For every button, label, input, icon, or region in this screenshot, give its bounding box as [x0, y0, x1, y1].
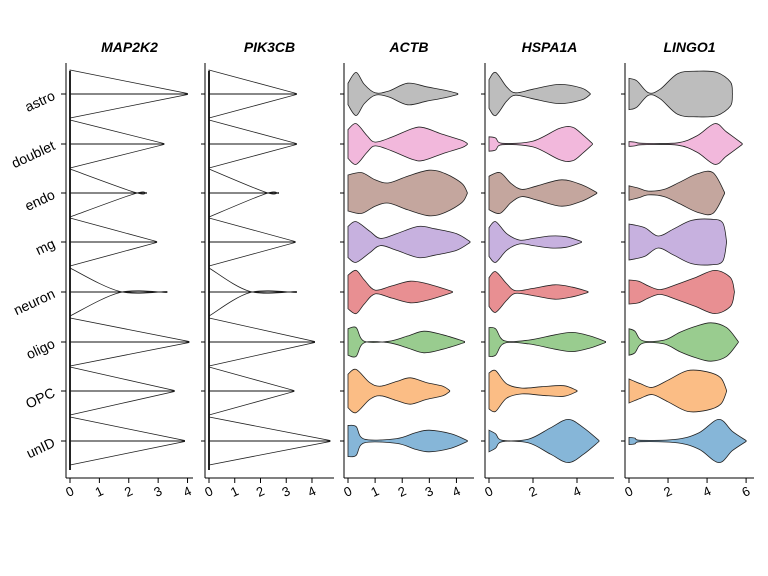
row-label-endo: endo — [22, 186, 57, 214]
violin-map2k2-opc — [69, 366, 175, 416]
violin-actb-opc — [347, 368, 451, 414]
x-tick-label: 2 — [254, 483, 267, 500]
x-tick-label: 0 — [622, 483, 635, 500]
violin-map2k2-endo — [69, 168, 147, 218]
row-label-oligo: oligo — [24, 335, 58, 362]
violin-map2k2-unid — [69, 416, 185, 466]
violin-pik3cb-neuron — [208, 267, 297, 317]
violin-actb-oligo — [347, 326, 465, 358]
violin-lingo1-unid — [628, 418, 747, 464]
violin-lingo1-mg — [628, 218, 727, 266]
x-tick-label: 6 — [739, 483, 752, 500]
panel-hspa1a: HSPA1A 0 2 4 — [481, 39, 614, 500]
panel-title: HSPA1A — [522, 39, 578, 55]
row-label-mg: mg — [33, 235, 57, 258]
panel-title: PIK3CB — [244, 39, 295, 55]
violin-pik3cb-endo — [208, 168, 279, 218]
violin-hspa1a-doublet — [488, 126, 593, 162]
panel-title: MAP2K2 — [101, 39, 158, 55]
panel-pik3cb: PIK3CB 0 1 2 3 4 — [201, 39, 334, 500]
panel-actb: ACTB 0 1 2 3 4 — [340, 39, 474, 500]
violin-hspa1a-unid — [488, 418, 600, 464]
x-tick-label: 4 — [570, 483, 583, 500]
violin-hspa1a-neuron — [488, 271, 589, 313]
violin-hspa1a-astro — [488, 71, 591, 117]
x-tick-label: 0 — [63, 483, 76, 500]
violin-hspa1a-endo — [488, 171, 598, 215]
row-label-unid: unID — [24, 434, 58, 461]
violin-map2k2-oligo — [69, 317, 190, 367]
x-tick-label: 3 — [280, 483, 293, 500]
x-tick-label: 4 — [305, 483, 318, 500]
x-tick-label: 2 — [396, 483, 409, 500]
x-tick-label: 1 — [368, 483, 381, 500]
violin-hspa1a-mg — [488, 221, 582, 263]
violin-map2k2-mg — [69, 217, 158, 267]
x-tick-label: 4 — [450, 483, 463, 500]
violin-lingo1-opc — [628, 369, 727, 413]
x-tick-label: 0 — [202, 483, 215, 500]
violin-pik3cb-oligo — [208, 317, 315, 367]
violin-lingo1-oligo — [628, 322, 739, 362]
x-tick-label: 3 — [423, 483, 436, 500]
violin-hspa1a-oligo — [488, 327, 606, 357]
violin-pik3cb-doublet — [208, 119, 297, 169]
x-tick-label: 1 — [228, 483, 241, 500]
x-tick-label: 3 — [151, 483, 164, 500]
x-tick-label: 2 — [526, 483, 539, 500]
x-tick-label: 4 — [181, 483, 194, 500]
x-tick-label: 0 — [482, 483, 495, 500]
violin-actb-neuron — [347, 269, 453, 315]
violin-pik3cb-opc — [208, 366, 295, 416]
x-tick-label: 0 — [341, 483, 354, 500]
violin-map2k2-doublet — [69, 119, 165, 169]
violin-hspa1a-opc — [488, 369, 578, 413]
x-tick-label: 1 — [93, 483, 106, 500]
panel-title: ACTB — [389, 39, 429, 55]
violin-pik3cb-unid — [208, 416, 331, 466]
x-tick-label: 2 — [122, 483, 135, 500]
violin-lingo1-doublet — [628, 123, 743, 165]
violin-actb-unid — [347, 424, 468, 458]
panel-title: LINGO1 — [663, 39, 715, 55]
panel-map2k2: MAP2K2 0 1 2 3 4 — [63, 39, 193, 500]
violin-lingo1-endo — [628, 170, 725, 216]
violin-map2k2-neuron — [69, 267, 168, 317]
x-tick-label: 2 — [661, 483, 674, 500]
violin-pik3cb-astro — [208, 69, 297, 119]
row-label-opc: OPC — [23, 384, 57, 411]
violin-map2k2-astro — [69, 69, 188, 119]
row-label-doublet: doublet — [9, 137, 57, 171]
x-tick-label: 4 — [700, 483, 713, 500]
violin-lingo1-neuron — [628, 269, 735, 315]
row-label-astro: astro — [22, 87, 57, 115]
violin-actb-mg — [347, 221, 471, 263]
violin-actb-doublet — [347, 123, 468, 165]
panel-lingo1: LINGO1 0 2 4 6 — [621, 39, 754, 500]
violin-actb-endo — [347, 169, 468, 217]
row-label-neuron: neuron — [11, 285, 57, 318]
violin-actb-astro — [347, 72, 459, 116]
violin-pik3cb-mg — [208, 217, 296, 267]
violin-lingo1-astro — [628, 70, 733, 118]
